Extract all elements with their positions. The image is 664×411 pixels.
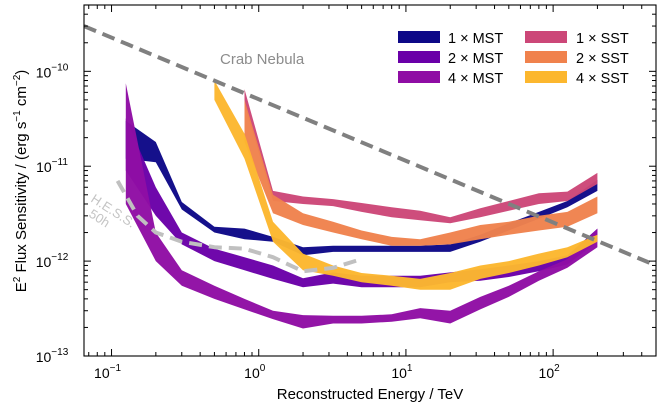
y-tick-label: 10−10	[36, 62, 69, 80]
reference-lines	[84, 24, 656, 274]
legend-label-4mst: 4 × MST	[448, 71, 503, 87]
legend-label-2sst: 2 × SST	[576, 51, 629, 67]
legend-label-1sst: 1 × SST	[576, 31, 629, 47]
tick-labels: 10−1 100 101 102 10−13 10−12 10−11 10−10	[36, 62, 560, 381]
x-tick-label: 101	[391, 363, 413, 381]
legend-label-4sst: 4 × SST	[576, 71, 629, 87]
legend-swatch-1sst	[525, 31, 567, 43]
x-tick-label: 10−1	[94, 363, 121, 381]
legend-swatch-2sst	[525, 51, 567, 63]
x-axis-title: Reconstructed Energy / TeV	[277, 386, 464, 403]
sensitivity-bands	[125, 80, 598, 329]
legend-swatch-4sst	[525, 71, 567, 83]
y-tick-label: 10−11	[36, 157, 68, 175]
band-1xsst	[244, 89, 598, 224]
y-tick-label: 10−13	[36, 347, 69, 365]
crab-nebula-label: Crab Nebula	[220, 51, 305, 68]
legend-swatch-2mst	[398, 51, 440, 63]
legend-label-1mst: 1 × MST	[448, 31, 503, 47]
x-tick-label: 100	[244, 363, 266, 381]
y-axis-title: E2 Flux Sensitivity / (erg s−1 cm−2)	[12, 70, 30, 293]
legend-label-2mst: 2 × MST	[448, 51, 503, 67]
legend: 1 × MST 2 × MST 4 × MST 1 × SST 2 × SST …	[398, 31, 629, 87]
band-2xsst	[244, 99, 598, 246]
legend-swatch-1mst	[398, 31, 440, 43]
y-tick-label: 10−12	[36, 252, 69, 270]
x-tick-label: 102	[539, 363, 561, 381]
hess-50h-line	[115, 179, 363, 274]
axis-ticks	[84, 4, 657, 357]
legend-swatch-4mst	[398, 71, 440, 83]
crab-nebula-line	[84, 24, 656, 268]
